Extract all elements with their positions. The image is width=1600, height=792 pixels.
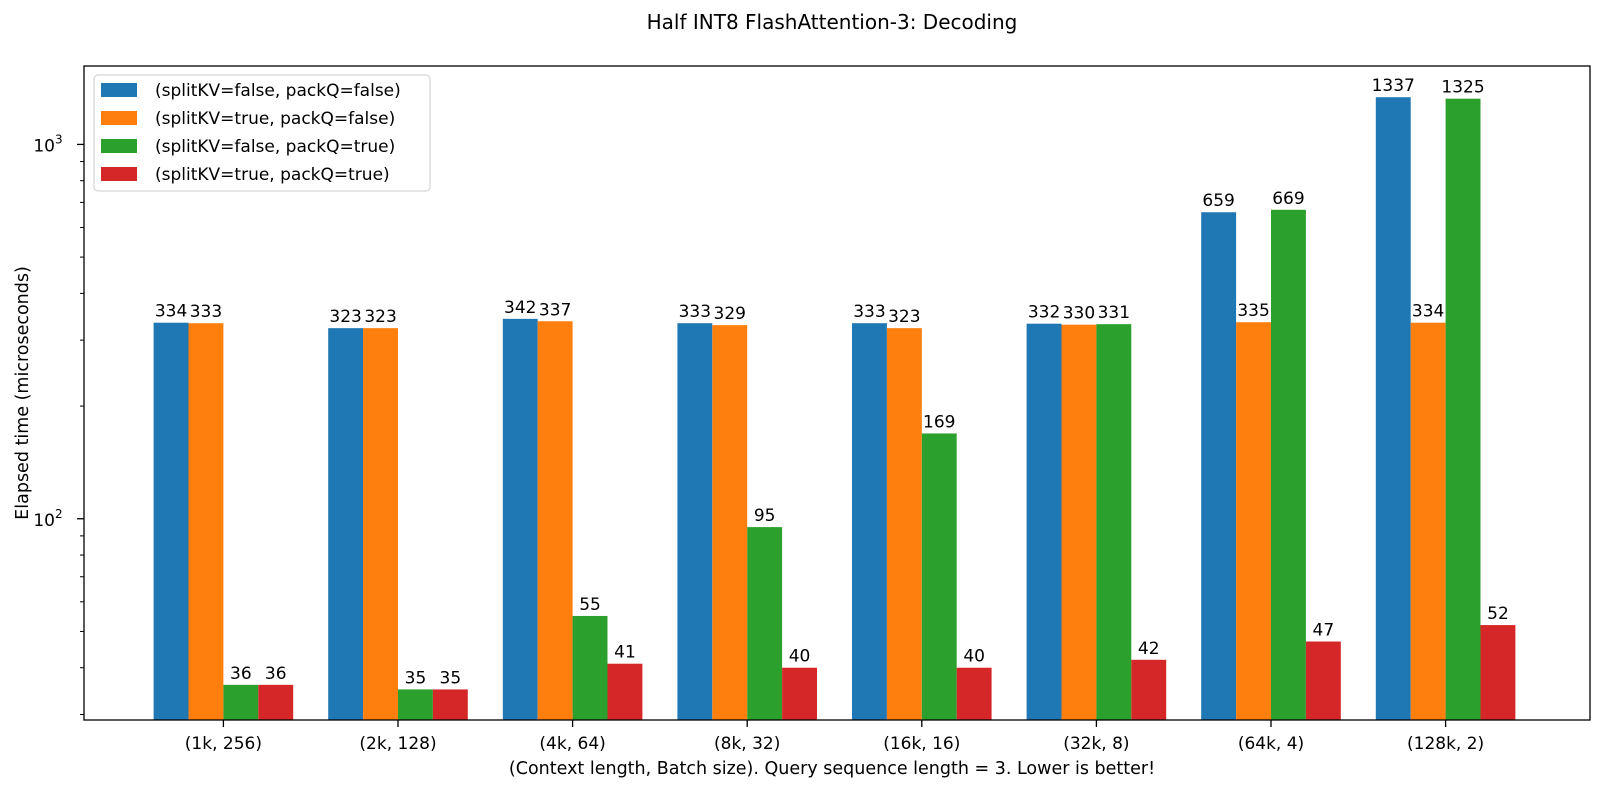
plot-frame xyxy=(83,65,1591,721)
data-label: 1337 xyxy=(1372,76,1415,96)
bar xyxy=(1061,324,1097,720)
data-label: 659 xyxy=(1202,191,1234,211)
data-label: 95 xyxy=(754,506,776,526)
bar xyxy=(1236,322,1271,720)
data-label: 335 xyxy=(1237,301,1269,321)
data-label: 42 xyxy=(1138,639,1160,659)
y-tick-label: 102 xyxy=(33,507,62,531)
data-label: 36 xyxy=(230,664,252,684)
bar xyxy=(782,667,817,720)
bar xyxy=(1375,97,1411,720)
x-tick-label: (128k, 2) xyxy=(1407,734,1484,754)
bar xyxy=(363,328,398,720)
data-label: 55 xyxy=(579,595,601,615)
data-label: 40 xyxy=(963,647,985,667)
data-label: 41 xyxy=(614,643,636,663)
data-label: 337 xyxy=(539,300,571,320)
data-label: 342 xyxy=(504,298,536,318)
bar xyxy=(921,433,957,720)
y-tick-base: 10 xyxy=(33,136,55,156)
bar xyxy=(432,689,468,720)
data-label: 334 xyxy=(1412,302,1444,322)
bar xyxy=(1410,322,1446,720)
data-label: 332 xyxy=(1028,303,1060,323)
legend-entry: (splitKV=false, packQ=false) xyxy=(155,81,401,101)
bar xyxy=(398,689,433,720)
bar xyxy=(1445,98,1481,720)
x-tick-label: (8k, 32) xyxy=(714,734,780,754)
legend-swatch xyxy=(101,167,137,181)
data-label: 40 xyxy=(789,647,811,667)
legend-box xyxy=(93,74,431,192)
data-label: 35 xyxy=(405,668,427,688)
legend: (splitKV=false, packQ=false) (splitKV=tru… xyxy=(93,74,431,192)
data-label: 35 xyxy=(440,668,462,688)
data-label: 47 xyxy=(1313,621,1335,641)
legend-swatch xyxy=(101,139,137,153)
bar xyxy=(328,328,364,720)
bar xyxy=(1201,212,1237,720)
legend-swatch xyxy=(101,111,137,125)
legend-swatch xyxy=(101,83,137,97)
bar xyxy=(1131,659,1167,720)
bar xyxy=(1305,641,1341,720)
chart-title: Half INT8 FlashAttention-3: Decoding xyxy=(647,10,1018,34)
bar xyxy=(747,527,783,720)
bar xyxy=(1271,209,1306,720)
legend-entry: (splitKV=false, packQ=true) xyxy=(155,137,395,157)
x-tick-label: (32k, 8) xyxy=(1063,734,1129,754)
data-label: 1325 xyxy=(1441,78,1484,98)
x-axis-label: (Context length, Batch size). Query sequ… xyxy=(509,759,1155,779)
bar xyxy=(572,615,608,720)
bar xyxy=(188,323,224,720)
bar xyxy=(852,323,887,720)
y-tick-label: 103 xyxy=(33,132,62,156)
bar xyxy=(258,684,294,720)
data-label: 334 xyxy=(155,302,187,322)
bar xyxy=(153,322,189,720)
data-label: 333 xyxy=(190,302,222,322)
bar xyxy=(677,323,713,720)
legend-entry: (splitKV=true, packQ=true) xyxy=(155,165,390,185)
data-label: 323 xyxy=(364,307,396,327)
data-label: 333 xyxy=(853,302,885,322)
data-label: 323 xyxy=(329,307,361,327)
data-label: 329 xyxy=(714,304,746,324)
x-tick-label: (2k, 128) xyxy=(359,734,436,754)
data-label: 169 xyxy=(923,412,955,432)
legend-entry: (splitKV=true, packQ=false) xyxy=(155,109,395,129)
bar xyxy=(1026,323,1062,720)
bar xyxy=(502,318,538,720)
y-tick-base: 10 xyxy=(33,511,55,531)
bar xyxy=(537,321,573,720)
bar xyxy=(1480,625,1516,720)
data-label: 330 xyxy=(1063,304,1095,324)
data-label: 333 xyxy=(679,302,711,322)
bar xyxy=(1096,324,1132,720)
data-label: 36 xyxy=(265,664,287,684)
x-axis: (1k, 256) (2k, 128) (4k, 64) (8k, 32) (16k, … xyxy=(185,720,1484,754)
bar xyxy=(223,684,259,720)
bar xyxy=(886,328,922,720)
data-label: 52 xyxy=(1487,604,1509,624)
data-label: 323 xyxy=(888,307,920,327)
data-label: 669 xyxy=(1272,189,1304,209)
bar xyxy=(607,663,643,720)
y-tick-exponent: 3 xyxy=(55,132,63,146)
x-tick-label: (4k, 64) xyxy=(539,734,605,754)
bar xyxy=(712,325,748,720)
bar-groups xyxy=(153,97,1516,720)
x-tick-label: (16k, 16) xyxy=(883,734,960,754)
data-label: 331 xyxy=(1098,303,1130,323)
x-tick-label: (1k, 256) xyxy=(185,734,262,754)
y-tick-exponent: 2 xyxy=(55,507,63,521)
y-axis-label: Elapsed time (microseconds) xyxy=(13,266,33,520)
bar xyxy=(956,667,992,720)
x-tick-label: (64k, 4) xyxy=(1238,734,1304,754)
